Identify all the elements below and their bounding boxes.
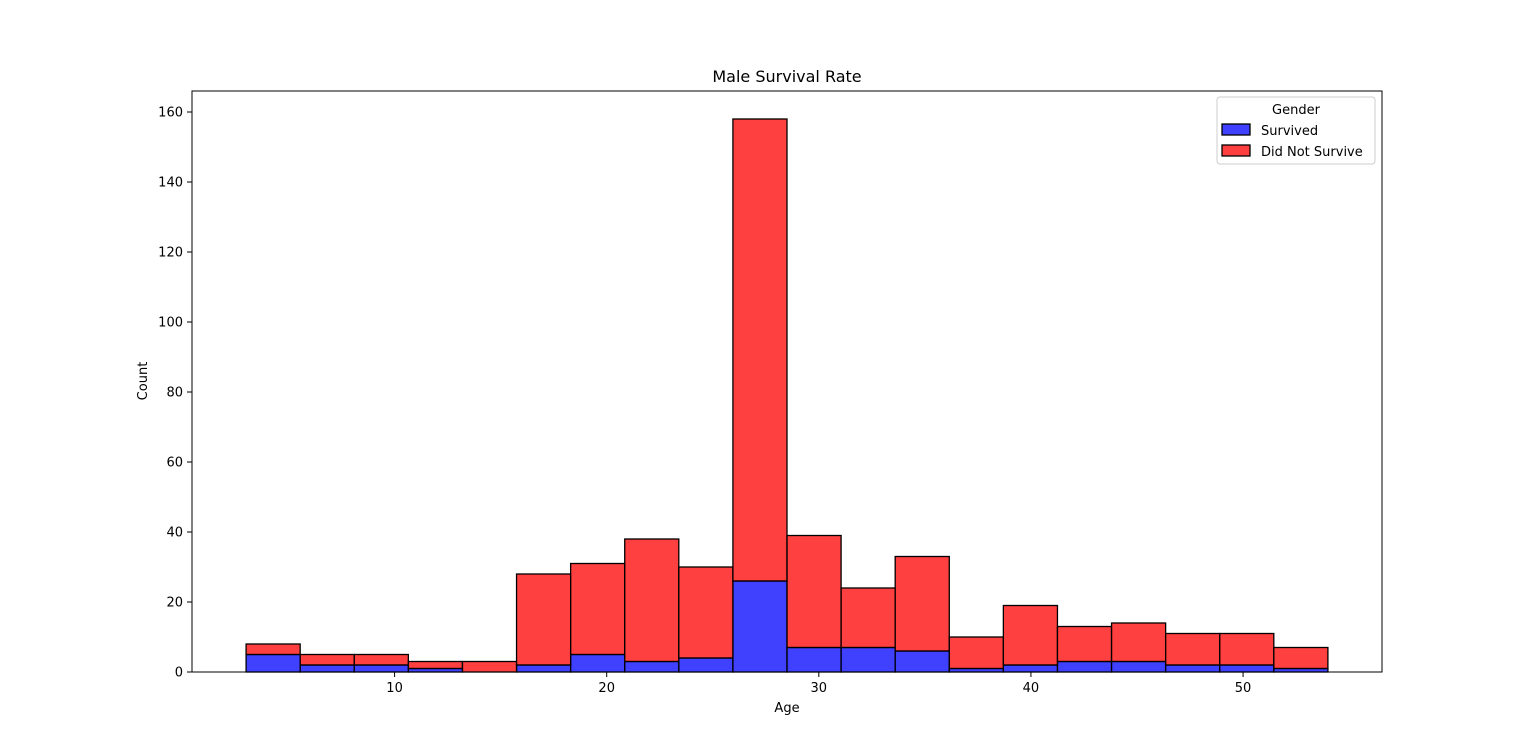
legend-swatch-survived <box>1221 123 1251 136</box>
y-tick-label-0: 0 <box>175 666 183 681</box>
bar-did-not-survive-bin-15 <box>1056 625 1113 663</box>
bar-did-not-survive-bin-19 <box>1273 646 1329 670</box>
bar-did-not-survive-bin-0 <box>245 643 301 656</box>
bar-did-not-survive-bin-12 <box>894 555 950 652</box>
y-tick-label-80: 80 <box>166 386 183 401</box>
bar-survived-bin-16 <box>1110 660 1167 673</box>
x-axis-label: Age <box>774 701 799 716</box>
bar-survived-bin-10 <box>786 646 842 673</box>
legend-swatch-did-not-survive <box>1221 144 1251 157</box>
x-tick-label-50: 50 <box>1235 681 1252 696</box>
x-tick-label-10: 10 <box>386 681 403 696</box>
legend-box <box>1216 96 1376 165</box>
y-axis-ticks: 0 20 40 60 80 100 120 140 160 <box>158 106 192 681</box>
bar-did-not-survive-bin-14 <box>1002 604 1059 666</box>
bar-did-not-survive-bin-16 <box>1110 622 1167 663</box>
bar-did-not-survive-bin-2 <box>353 653 410 666</box>
bar-did-not-survive-bin-18 <box>1219 632 1275 666</box>
bar-survived-bin-0 <box>245 653 301 673</box>
y-tick-label-20: 20 <box>166 596 183 611</box>
bar-did-not-survive-bin-3 <box>407 660 464 670</box>
bar-survived-bin-1 <box>299 664 355 673</box>
bar-survived-bin-11 <box>840 646 896 673</box>
bar-did-not-survive-bin-9 <box>732 118 788 582</box>
bar-did-not-survive-bin-7 <box>624 538 680 663</box>
y-tick-label-120: 120 <box>158 246 183 261</box>
bar-did-not-survive-bin-13 <box>948 636 1005 670</box>
x-axis-ticks: 10 20 30 40 50 <box>386 672 1251 696</box>
bar-survived-bin-15 <box>1056 660 1113 673</box>
bar-survived-bin-6 <box>569 653 626 673</box>
bar-survived-bin-12 <box>894 650 950 673</box>
bars-layer <box>245 118 1329 673</box>
bar-did-not-survive-bin-1 <box>299 653 355 666</box>
y-tick-label-100: 100 <box>158 316 183 331</box>
bar-survived-bin-5 <box>515 664 572 673</box>
legend-label-survived: Survived <box>1261 124 1318 139</box>
bar-survived-bin-14 <box>1002 664 1059 673</box>
bar-survived-bin-2 <box>353 664 410 673</box>
bar-did-not-survive-bin-11 <box>840 587 896 649</box>
legend: Gender Survived Did Not Survive <box>1216 96 1376 165</box>
bar-did-not-survive-bin-8 <box>678 566 734 659</box>
bar-did-not-survive-bin-6 <box>569 562 626 656</box>
y-axis-label: Count <box>136 362 151 401</box>
x-tick-label-30: 30 <box>811 681 828 696</box>
legend-title: Gender <box>1272 103 1321 118</box>
bar-survived-bin-7 <box>624 660 680 673</box>
bar-did-not-survive-bin-10 <box>786 534 842 649</box>
chart-title: Male Survival Rate <box>712 67 861 86</box>
y-tick-label-60: 60 <box>166 456 183 471</box>
legend-label-did-not-survive: Did Not Survive <box>1261 145 1363 160</box>
y-tick-label-40: 40 <box>166 526 183 541</box>
bar-did-not-survive-bin-4 <box>461 660 518 673</box>
bar-survived-bin-18 <box>1219 664 1275 673</box>
bar-did-not-survive-bin-5 <box>515 573 572 666</box>
x-tick-label-20: 20 <box>598 681 615 696</box>
bar-did-not-survive-bin-17 <box>1164 632 1221 666</box>
bar-survived-bin-17 <box>1164 664 1221 673</box>
bar-survived-bin-8 <box>678 657 734 673</box>
axes-frame <box>191 90 1383 673</box>
y-tick-label-140: 140 <box>158 176 183 191</box>
x-tick-label-40: 40 <box>1023 681 1040 696</box>
y-tick-label-160: 160 <box>158 106 183 121</box>
bar-survived-bin-9 <box>732 580 788 673</box>
